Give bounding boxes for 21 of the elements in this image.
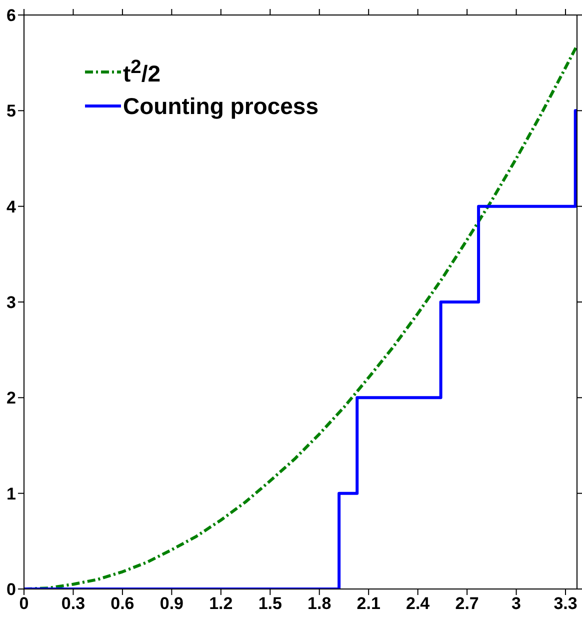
x-tick-label: 1.8	[308, 594, 332, 614]
x-tick-label: 0.9	[160, 594, 184, 614]
y-tick-label: 1	[6, 484, 16, 504]
x-tick-label: 2.4	[406, 594, 430, 614]
y-tick-label: 3	[6, 293, 16, 312]
x-tick-label: 3	[512, 594, 522, 614]
x-tick-label: 3.3	[554, 594, 578, 614]
x-tick-label: 2.7	[455, 594, 479, 614]
x-tick-label: 2.1	[356, 594, 380, 614]
y-tick-label: 0	[6, 580, 16, 600]
y-tick-label: 2	[6, 388, 16, 408]
x-tick-label: 0	[19, 594, 29, 614]
y-tick-label: 5	[6, 102, 16, 121]
y-tick-label: 6	[6, 6, 16, 26]
x-tick-label: 0.3	[61, 594, 86, 614]
x-tick-label: 1.5	[258, 594, 282, 614]
y-tick-label: 4	[6, 197, 17, 216]
legend-label: Counting process	[123, 92, 319, 120]
x-tick-label: 0.6	[110, 594, 134, 614]
x-tick-label: 1.2	[209, 594, 233, 614]
legend-label: t$^{2}$/2	[123, 56, 161, 88]
